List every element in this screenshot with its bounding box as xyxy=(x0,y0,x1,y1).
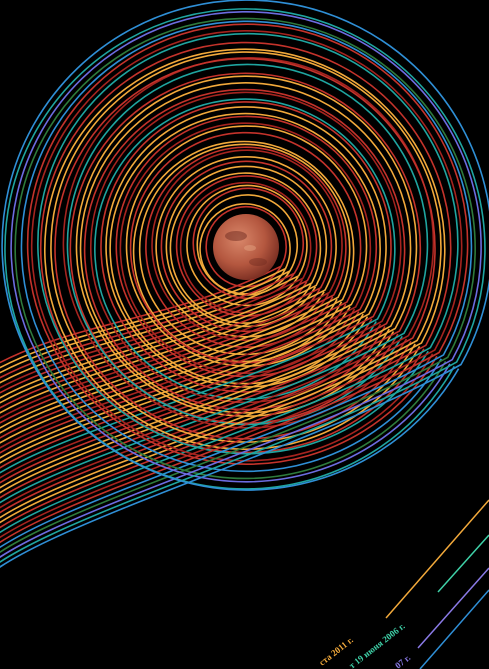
orbit-line xyxy=(0,155,337,414)
date-leader-line xyxy=(385,499,489,619)
orbit-line xyxy=(0,172,322,399)
orbit-line xyxy=(0,184,308,384)
orbit-line xyxy=(0,181,312,389)
orbit-line xyxy=(0,88,406,484)
orbit-line xyxy=(0,146,347,424)
orbit-line xyxy=(0,175,318,394)
orbit-line xyxy=(0,82,412,489)
orbit-line xyxy=(0,17,476,554)
planet-light-marking xyxy=(244,245,256,251)
orbit-line xyxy=(0,8,486,564)
planet-dark-marking xyxy=(225,231,247,241)
orbit-line xyxy=(0,115,378,454)
mars-planet-icon xyxy=(213,214,279,280)
orbit-line xyxy=(0,0,489,568)
orbit-line xyxy=(0,205,287,364)
planet-dark-marking xyxy=(249,258,267,266)
orbit-line xyxy=(0,112,381,459)
date-leader-line xyxy=(417,567,489,649)
orbit-line xyxy=(0,149,343,419)
orbit-line xyxy=(0,63,429,504)
orbit-line xyxy=(0,51,442,519)
orbit-line xyxy=(0,125,368,444)
orbit-line xyxy=(0,187,305,379)
orbit-line xyxy=(0,143,351,429)
orbit-line xyxy=(0,48,446,524)
orbit-line xyxy=(0,91,402,479)
orbit-line xyxy=(0,75,418,494)
orbit-line xyxy=(0,30,463,539)
orbit-lines-group xyxy=(0,0,489,568)
date-leader-line xyxy=(437,534,489,593)
date-leader-line xyxy=(419,589,489,669)
orbit-line xyxy=(0,20,473,549)
orbit-line xyxy=(0,122,372,449)
orbit-line xyxy=(0,57,436,514)
